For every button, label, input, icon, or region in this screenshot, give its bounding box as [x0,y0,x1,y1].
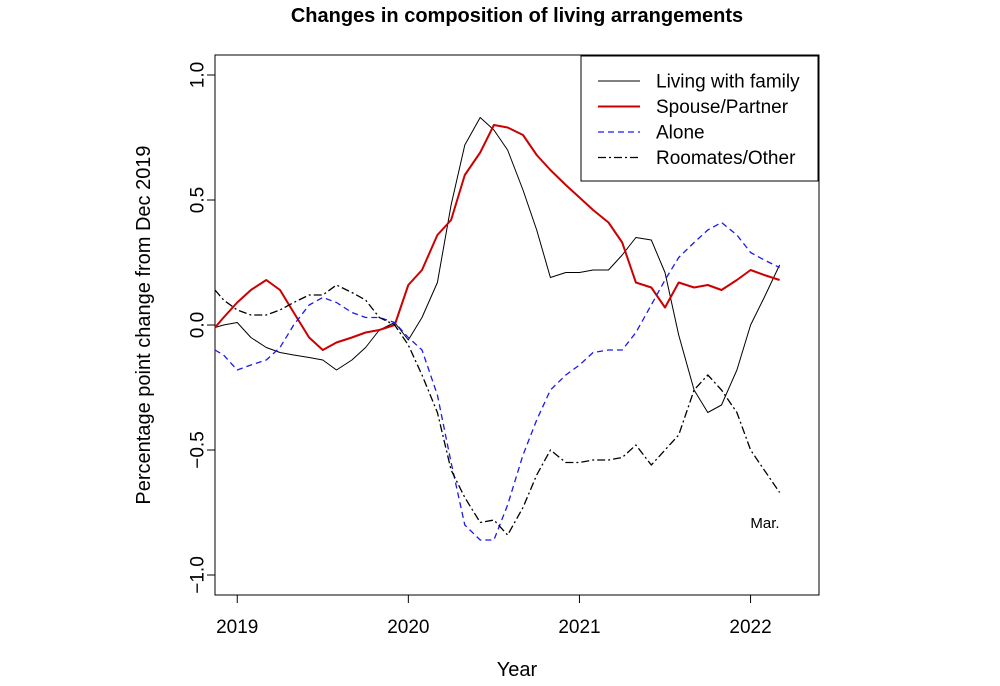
y-tick-label: −0.5 [188,431,209,469]
legend-label: Roomates/Other [656,148,796,169]
x-tick-label: 2021 [558,617,600,638]
series-layer [214,117,781,541]
y-tick-label: 0.0 [188,312,209,338]
x-tick-label: 2020 [387,617,429,638]
y-tick-label: 1.0 [188,62,209,88]
series-line-2 [214,124,780,351]
chart-title: Changes in composition of living arrange… [291,5,743,27]
legend-label: Spouse/Partner [656,97,789,118]
series-line-4 [214,284,781,536]
annotation-mar: Mar. [750,515,779,532]
series-line-1 [214,117,781,413]
y-tick-label: −1.0 [188,556,209,594]
x-axis: 2019 2020 2021 2022 [216,595,772,638]
legend: Living with family Spouse/Partner Alone Roo… [580,55,819,182]
x-tick-label: 2019 [216,617,258,638]
legend-box [580,55,819,182]
y-tick-label: 0.5 [188,187,209,213]
series-line-3 [214,221,780,541]
legend-label: Alone [656,123,705,144]
y-axis-label: Percentage point change from Dec 2019 [133,145,155,504]
y-axis: −1.0 −0.5 0.0 0.5 1.0 [188,62,215,594]
legend-label: Living with family [656,72,800,93]
x-axis-label: Year [497,659,538,681]
x-tick-label: 2022 [729,617,771,638]
